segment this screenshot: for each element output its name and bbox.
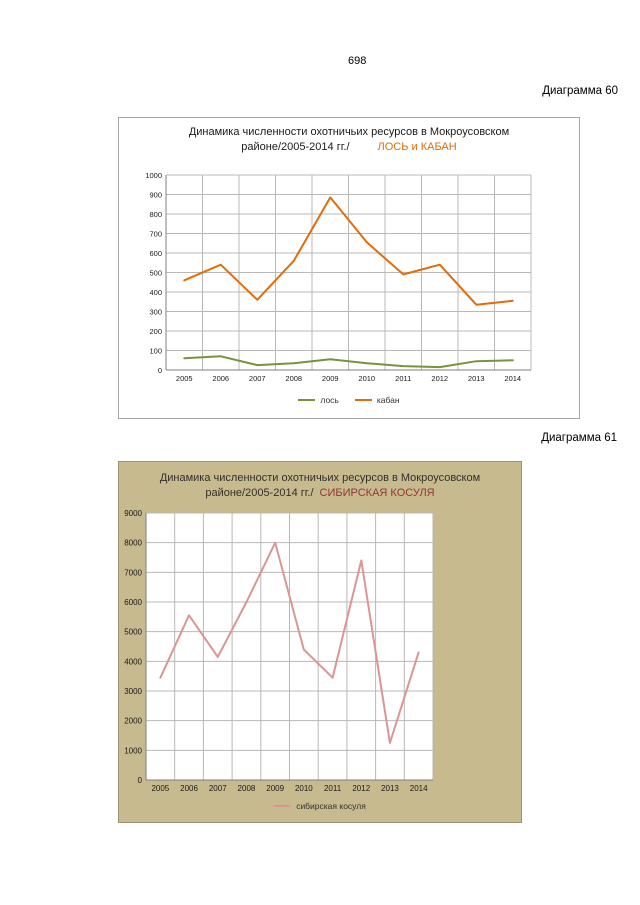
svg-text:4000: 4000 (124, 657, 142, 666)
chart-61-canvas: 0 1000 2000 3000 4000 5000 6000 7000 8000 9000 200… (124, 509, 434, 793)
chart-60: 0 100 200 300 400 500 600 700 800 900 1000 2005 2006… (118, 117, 580, 419)
svg-text:2006: 2006 (212, 374, 229, 383)
svg-text:400: 400 (149, 288, 162, 297)
svg-text:2007: 2007 (209, 784, 227, 793)
svg-text:1000: 1000 (145, 171, 162, 180)
svg-text:100: 100 (149, 347, 162, 356)
svg-text:2012: 2012 (431, 374, 448, 383)
svg-text:2005: 2005 (151, 784, 169, 793)
svg-text:800: 800 (149, 210, 162, 219)
svg-text:2010: 2010 (295, 784, 313, 793)
svg-text:2011: 2011 (395, 374, 411, 383)
svg-text:0: 0 (158, 366, 162, 375)
svg-text:8000: 8000 (124, 539, 142, 548)
legend-item: кабан (354, 395, 400, 405)
x-axis-labels: 2005 2006 2007 2008 2009 2010 2011 2012 2013 2014 (176, 374, 521, 383)
svg-text:0: 0 (138, 776, 143, 785)
chart-60-canvas: 0 100 200 300 400 500 600 700 800 900 1000 2005 2006… (145, 171, 532, 383)
series-line-1 (183, 196, 514, 306)
chart-61-title-accent: СИБИРСКАЯ КОСУЛЯ (319, 486, 435, 499)
chart-60-title-text: Динамика численности охотничьих ресурсов… (182, 125, 516, 154)
svg-text:5000: 5000 (124, 628, 142, 637)
svg-text:1000: 1000 (124, 746, 142, 755)
chart-61: 0 1000 2000 3000 4000 5000 6000 7000 8000 9000 200… (118, 461, 522, 823)
legend-label: лось (320, 395, 339, 405)
svg-text:300: 300 (149, 308, 162, 317)
y-axis-labels: 0 100 200 300 400 500 600 700 800 900 1000 (145, 171, 162, 375)
svg-text:2013: 2013 (381, 784, 399, 793)
svg-text:600: 600 (149, 249, 162, 258)
svg-text:700: 700 (149, 230, 162, 239)
axes (145, 513, 433, 781)
chart-61-title-main: Динамика численности охотничьих ресурсов… (159, 472, 481, 499)
chart-60-title: Динамика численности охотничьих ресурсов… (119, 125, 579, 154)
svg-text:2010: 2010 (358, 374, 375, 383)
svg-text:2009: 2009 (322, 374, 339, 383)
svg-text:200: 200 (149, 327, 162, 336)
svg-text:2009: 2009 (266, 784, 284, 793)
svg-text:500: 500 (149, 269, 162, 278)
chart-60-title-accent: ЛОСЬ и КАБАН (377, 140, 457, 153)
svg-text:7000: 7000 (124, 568, 142, 577)
svg-text:9000: 9000 (124, 509, 142, 518)
kaban-line-marker-icon (354, 399, 372, 401)
svg-text:2012: 2012 (352, 784, 370, 793)
series-line-0 (183, 355, 514, 369)
svg-text:2014: 2014 (410, 784, 428, 793)
los-line-marker-icon (298, 399, 316, 401)
svg-text:2014: 2014 (504, 374, 521, 383)
svg-text:2008: 2008 (285, 374, 302, 383)
svg-text:6000: 6000 (124, 598, 142, 607)
legend-item: сибирская косуля (274, 801, 366, 811)
chart-61-title-text: Динамика численности охотничьих ресурсов… (146, 471, 494, 500)
legend-label: сибирская косуля (296, 801, 366, 811)
svg-text:2013: 2013 (468, 374, 485, 383)
diagram-60-caption: Диаграмма 60 (542, 85, 618, 97)
kosulya-line-marker-icon (274, 805, 292, 807)
x-axis-labels: 2005 2006 2007 2008 2009 2010 2011 2012 2013 2014 (151, 784, 428, 793)
svg-text:900: 900 (149, 191, 162, 200)
svg-text:2005: 2005 (176, 374, 193, 383)
chart-61-legend: сибирская косуля (119, 801, 521, 811)
svg-text:2008: 2008 (238, 784, 256, 793)
legend-item: лось (298, 395, 339, 405)
svg-text:2007: 2007 (249, 374, 266, 383)
legend-label: кабан (376, 395, 400, 405)
svg-text:2000: 2000 (124, 717, 142, 726)
axes (165, 175, 531, 371)
series-line-0 (159, 541, 420, 744)
chart-60-title-main: Динамика численности охотничьих ресурсов… (188, 126, 510, 153)
chart-61-title: Динамика численности охотничьих ресурсов… (119, 471, 521, 500)
svg-text:3000: 3000 (124, 687, 142, 696)
svg-text:2011: 2011 (324, 784, 342, 793)
gridlines (146, 512, 434, 780)
chart-60-legend: лось кабан (119, 395, 579, 405)
y-axis-labels: 0 1000 2000 3000 4000 5000 6000 7000 8000 9000 (124, 509, 142, 785)
diagram-61-caption: Диаграмма 61 (541, 432, 617, 444)
page-number: 698 (348, 55, 367, 67)
svg-text:2006: 2006 (180, 784, 198, 793)
